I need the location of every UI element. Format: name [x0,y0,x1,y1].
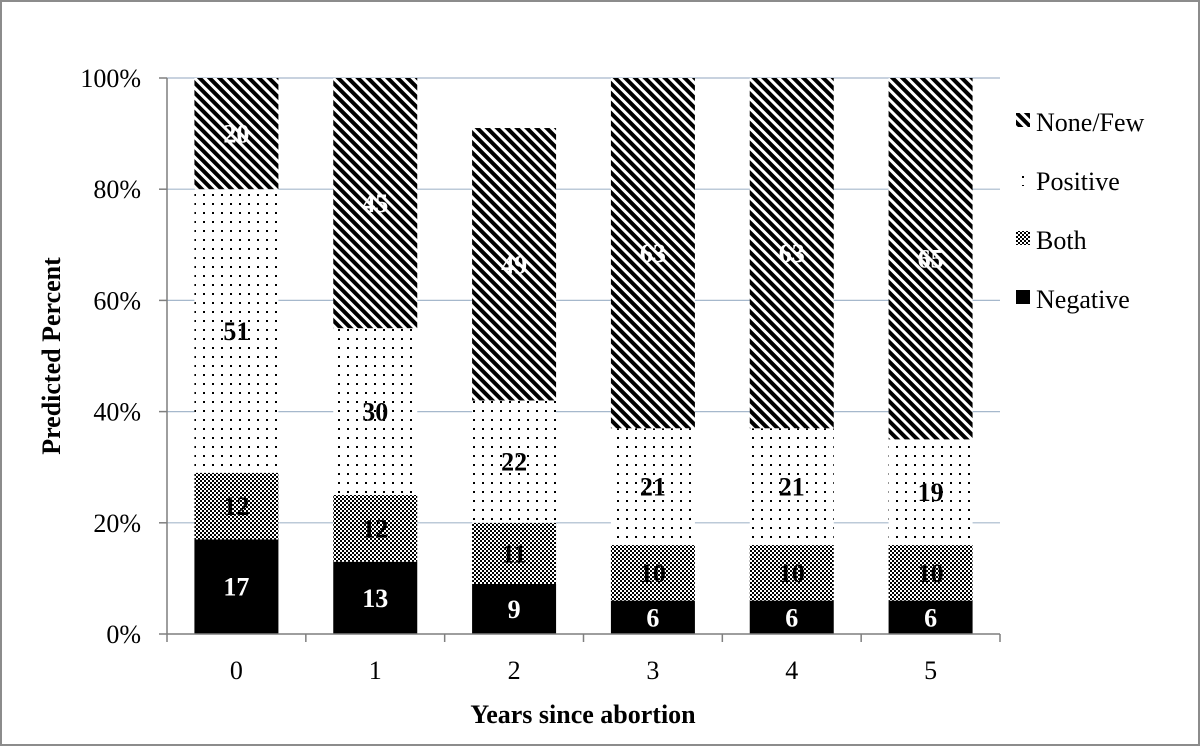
data-label: 10 [779,559,805,588]
data-label: 6 [924,603,937,632]
bar-segment-none-few [194,78,279,190]
bar-segment-none-few [333,78,418,329]
y-tick-label: 40% [93,398,141,427]
bars [194,78,973,634]
y-tick-labels: 0% 20% 40% 60% 80% 100% [80,64,141,649]
data-label: 11 [502,539,527,568]
x-tick-label: 0 [230,656,243,685]
legend-swatch [1016,113,1030,127]
x-tick-label: 3 [646,656,659,685]
data-label: 12 [362,514,388,543]
bar-segment-positive [472,400,557,523]
legend-label: Positive [1036,167,1120,196]
x-tick-label: 4 [785,656,798,685]
x-tick-label: 1 [369,656,382,685]
bar-segment-negative [472,583,557,634]
x-tick-label: 2 [508,656,521,685]
x-axis-title: Years since abortion [470,700,696,729]
data-label: 13 [362,584,388,613]
bar-segment-none-few [472,128,557,401]
bar-segment-none-few [749,78,834,429]
data-label: 10 [640,559,666,588]
bar-segment-both [888,545,973,601]
bar-segment-negative [888,600,973,634]
data-label: 51 [223,317,249,346]
x-tick-labels: 0 1 2 3 4 5 [230,656,937,685]
data-label: 63 [779,239,805,268]
data-label: 45 [362,189,388,218]
y-axis-title: Predicted Percent [37,257,66,455]
bar-segment-none-few [610,78,695,429]
legend-swatch [1016,231,1030,245]
y-tick-label: 0% [106,620,141,649]
data-label: 17 [223,573,249,602]
data-label: 19 [918,478,944,507]
bar-segment-positive [610,428,695,546]
y-tick-label: 80% [93,175,141,204]
data-label: 21 [640,473,666,502]
bar-segment-none-few [888,78,973,440]
bar-segment-both [472,522,557,584]
legend-label: Both [1036,226,1087,255]
bar-segment-both [749,545,834,601]
data-label: 20 [223,120,249,149]
data-labels: 17 12 51 20 13 12 30 45 9 11 22 49 6 10 21 63 6 10 21 63 6 10… [223,120,943,633]
data-label: 30 [362,398,388,427]
data-label: 65 [918,245,944,274]
bar-segment-positive [888,439,973,546]
bar-segment-both [610,545,695,601]
y-tick-label: 100% [80,64,141,93]
legend-swatch [1016,290,1030,304]
bar-segment-positive [749,428,834,546]
data-label: 9 [508,595,521,624]
legend-swatch [1016,172,1030,186]
y-tick-label: 20% [93,509,141,538]
y-tick-label: 60% [93,286,141,315]
data-label: 49 [501,250,527,279]
bar-segment-negative [749,600,834,634]
data-label: 63 [640,239,666,268]
legend: None/Few Positive Both Negative [1016,108,1145,314]
bar-segment-negative [333,561,418,634]
data-label: 10 [918,559,944,588]
bar-segment-positive [333,328,418,495]
bar-segment-both [333,495,418,562]
gridlines [167,77,1000,524]
data-label: 12 [223,492,249,521]
data-label: 6 [646,603,659,632]
legend-label: Negative [1036,285,1130,314]
legend-label: None/Few [1036,108,1145,137]
bar-segment-both [194,472,279,540]
x-tick-label: 5 [924,656,937,685]
data-label: 22 [501,448,527,477]
data-label: 21 [779,473,805,502]
bar-segment-positive [194,189,279,473]
axes [159,77,1001,642]
data-label: 6 [785,603,798,632]
bar-segment-negative [610,600,695,634]
bar-segment-negative [194,539,279,634]
